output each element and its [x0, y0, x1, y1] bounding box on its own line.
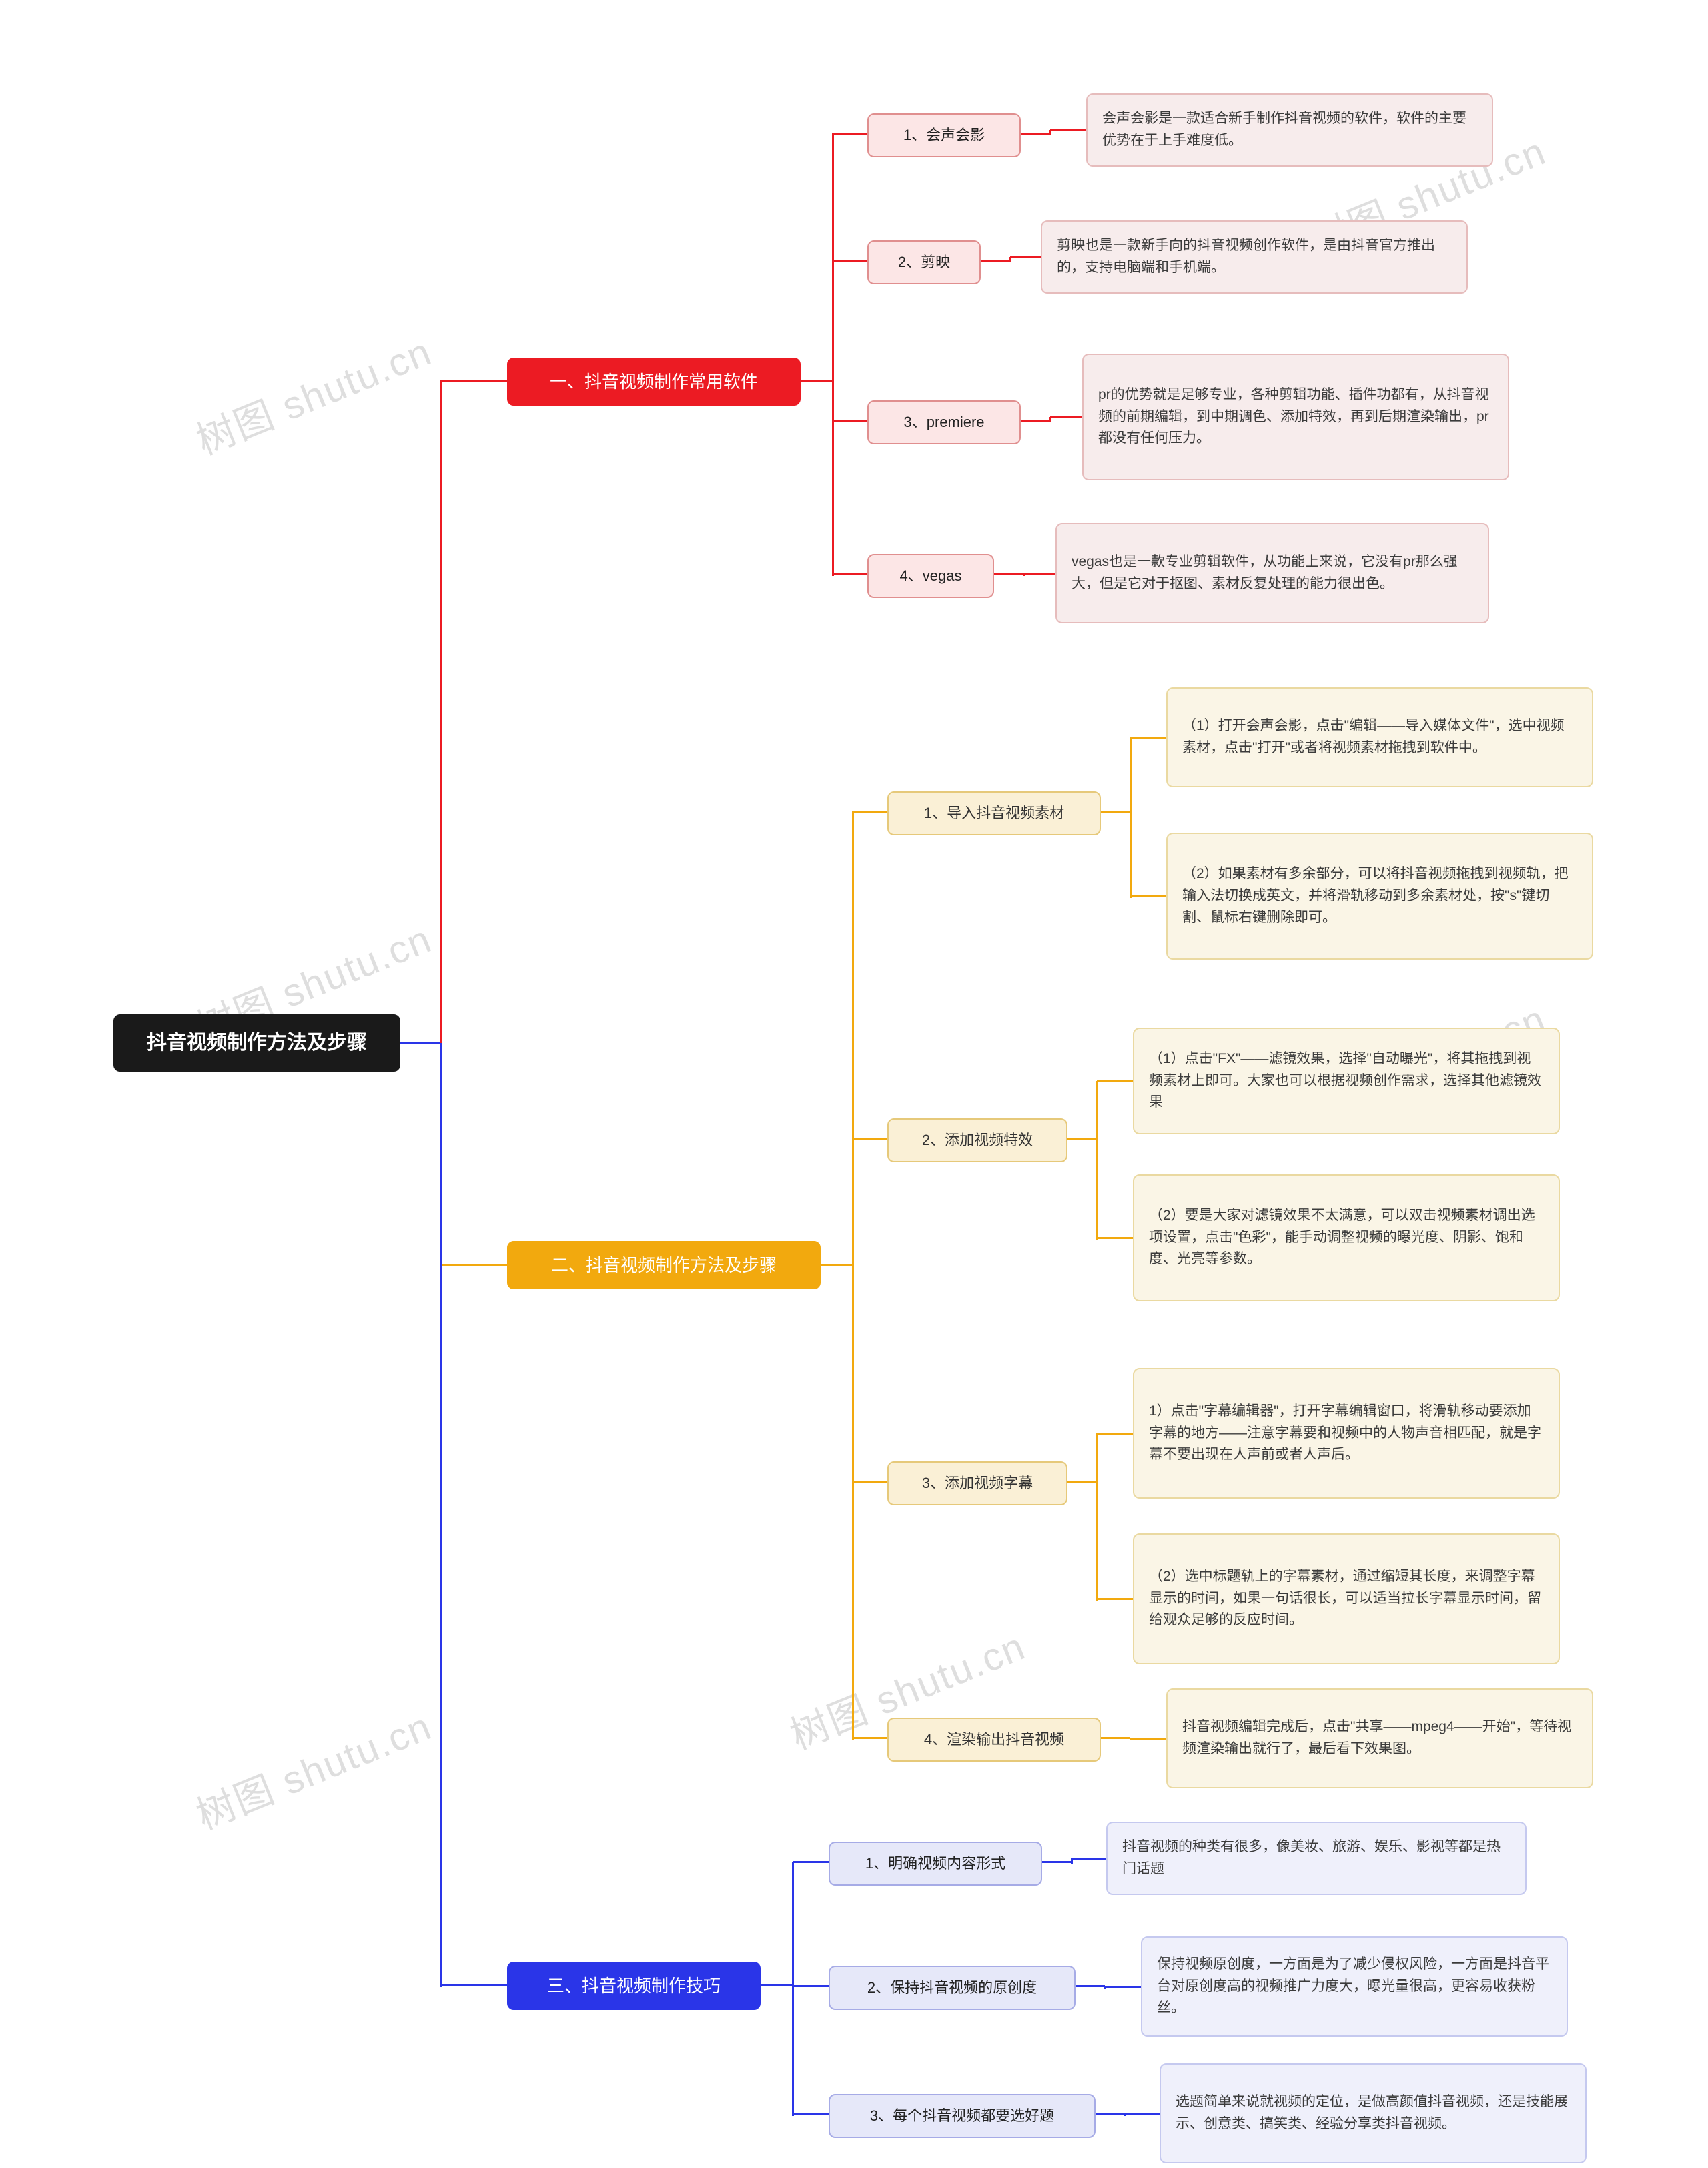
leaf-node-b2c4l1: 抖音视频编辑完成后，点击"共享——mpeg4——开始"，等待视频渲染输出就行了，… [1166, 1688, 1593, 1788]
leaf-node-b2c1l1: （1）打开会声会影，点击"编辑——导入媒体文件"，选中视频素材，点击"打开"或者… [1166, 687, 1593, 787]
child-node-b2c4: 4、渲染输出抖音视频 [887, 1718, 1101, 1762]
child-node-b1c2: 2、剪映 [867, 240, 981, 284]
child-node-b3c2: 2、保持抖音视频的原创度 [829, 1966, 1076, 2010]
child-node-b3c1: 1、明确视频内容形式 [829, 1842, 1042, 1886]
branch-node-b2: 二、抖音视频制作方法及步骤 [507, 1241, 821, 1289]
leaf-node-b1c3l1: pr的优势就是足够专业，各种剪辑功能、插件功都有，从抖音视频的前期编辑，到中期调… [1082, 354, 1509, 480]
leaf-node-b1c2l1: 剪映也是一款新手向的抖音视频创作软件，是由抖音官方推出的，支持电脑端和手机端。 [1041, 220, 1468, 294]
root-node: 抖音视频制作方法及步骤 [113, 1014, 400, 1072]
watermark: 树图 shutu.cn [187, 320, 439, 466]
child-node-b1c4: 4、vegas [867, 554, 994, 598]
leaf-node-b3c1l1: 抖音视频的种类有很多，像美妆、旅游、娱乐、影视等都是热门话题 [1106, 1822, 1527, 1895]
leaf-node-b2c3l1: 1）点击"字幕编辑器"，打开字幕编辑窗口，将滑轨移动要添加字幕的地方——注意字幕… [1133, 1368, 1560, 1499]
leaf-node-b1c4l1: vegas也是一款专业剪辑软件，从功能上来说，它没有pr那么强大，但是它对于抠图… [1055, 523, 1489, 623]
branch-node-b3: 三、抖音视频制作技巧 [507, 1962, 761, 2010]
branch-node-b1: 一、抖音视频制作常用软件 [507, 358, 801, 406]
child-node-b2c3: 3、添加视频字幕 [887, 1461, 1068, 1505]
leaf-node-b2c3l2: （2）选中标题轨上的字幕素材，通过缩短其长度，来调整字幕显示的时间，如果一句话很… [1133, 1533, 1560, 1664]
leaf-node-b2c2l1: （1）点击"FX"——滤镜效果，选择"自动曝光"，将其拖拽到视频素材上即可。大家… [1133, 1028, 1560, 1134]
leaf-node-b3c3l1: 选题简单来说就视频的定位，是做高颜值抖音视频，还是技能展示、创意类、搞笑类、经验… [1160, 2063, 1587, 2163]
leaf-node-b3c2l1: 保持视频原创度，一方面是为了减少侵权风险，一方面是抖音平台对原创度高的视频推广力… [1141, 1936, 1568, 2037]
child-node-b2c1: 1、导入抖音视频素材 [887, 791, 1101, 835]
child-node-b3c3: 3、每个抖音视频都要选好题 [829, 2094, 1096, 2138]
child-node-b2c2: 2、添加视频特效 [887, 1118, 1068, 1162]
leaf-node-b2c2l2: （2）要是大家对滤镜效果不太满意，可以双击视频素材调出选项设置，点击"色彩"，能… [1133, 1174, 1560, 1301]
mindmap-canvas: 树图 shutu.cn树图 shutu.cn树图 shutu.cn树图 shut… [0, 0, 1708, 2168]
leaf-node-b1c1l1: 会声会影是一款适合新手制作抖音视频的软件，软件的主要优势在于上手难度低。 [1086, 93, 1493, 167]
child-node-b1c3: 3、premiere [867, 400, 1021, 444]
child-node-b1c1: 1、会声会影 [867, 113, 1021, 157]
leaf-node-b2c1l2: （2）如果素材有多余部分，可以将抖音视频拖拽到视频轨，把输入法切换成英文，并将滑… [1166, 833, 1593, 960]
watermark: 树图 shutu.cn [187, 1695, 439, 1840]
